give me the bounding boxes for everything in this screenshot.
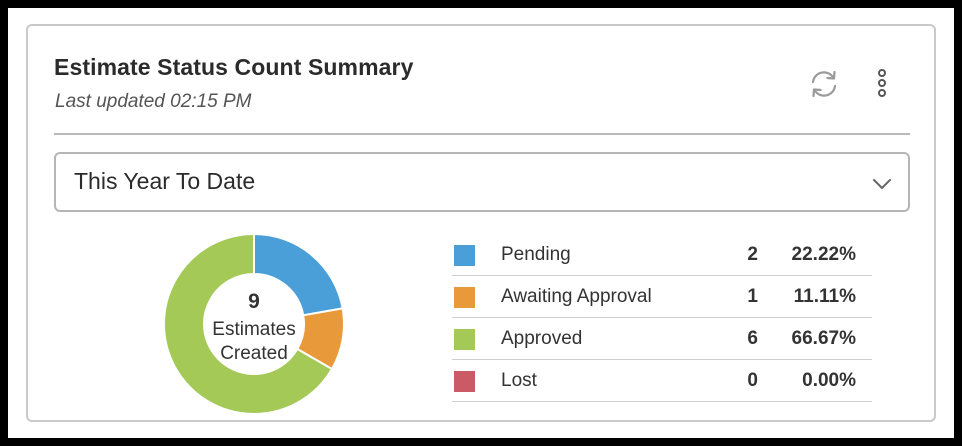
legend-swatch-awaiting-approval <box>454 287 475 308</box>
kebab-glyph <box>878 69 886 97</box>
chevron-glyph <box>873 179 891 189</box>
legend-divider <box>452 401 872 402</box>
status-legend: Pending 2 22.22% Awaiting Approval 1 11.… <box>452 234 872 402</box>
legend-swatch-approved <box>454 329 475 350</box>
legend-count: 2 <box>747 244 758 265</box>
legend-swatch-lost <box>454 371 475 392</box>
legend-row-pending: Pending 2 22.22% <box>452 234 872 276</box>
legend-label: Pending <box>501 244 571 265</box>
period-dropdown[interactable] <box>54 152 910 212</box>
legend-row-awaiting-approval: Awaiting Approval 1 11.11% <box>452 276 872 318</box>
legend-label: Awaiting Approval <box>501 286 652 307</box>
widget-title: Estimate Status Count Summary <box>54 54 414 80</box>
legend-count: 1 <box>747 286 758 307</box>
total-estimates-label: Estimates Created <box>164 318 344 366</box>
last-updated-text: Last updated 02:15 PM <box>55 91 252 112</box>
legend-divider <box>452 359 872 360</box>
refresh-icon[interactable] <box>806 66 842 102</box>
legend-count: 6 <box>747 328 758 349</box>
donut-slice-approved <box>164 234 334 414</box>
total-label-line2: Created <box>220 343 288 364</box>
legend-percent: 0.00% <box>802 370 856 391</box>
header-divider <box>54 133 910 135</box>
chevron-down-icon[interactable] <box>870 174 894 194</box>
refresh-glyph <box>811 70 837 98</box>
legend-row-lost: Lost 0 0.00% <box>452 360 872 402</box>
total-estimates-count: 9 <box>248 290 260 313</box>
legend-percent: 11.11% <box>793 286 856 307</box>
total-label-line1: Estimates <box>212 319 296 340</box>
legend-label: Approved <box>501 328 583 349</box>
legend-percent: 22.22% <box>791 244 856 265</box>
more-vertical-icon[interactable] <box>870 66 894 102</box>
legend-row-approved: Approved 6 66.67% <box>452 318 872 360</box>
legend-divider <box>452 275 872 276</box>
legend-divider <box>452 317 872 318</box>
legend-percent: 66.67% <box>791 328 856 349</box>
legend-count: 0 <box>747 370 758 391</box>
estimate-status-donut-chart <box>164 234 344 414</box>
legend-label: Lost <box>501 370 537 391</box>
legend-swatch-pending <box>454 245 475 266</box>
period-selected-value: This Year To Date <box>74 168 256 194</box>
